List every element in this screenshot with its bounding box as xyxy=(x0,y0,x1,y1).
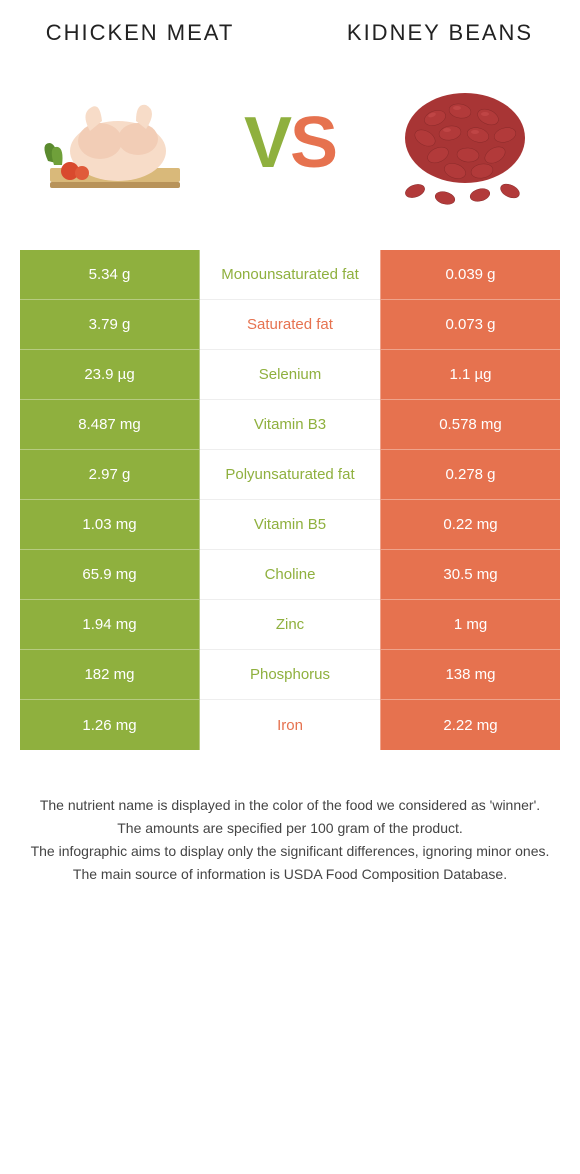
right-value-cell: 138 mg xyxy=(380,650,560,700)
kidney-beans-image xyxy=(380,73,550,213)
right-value-cell: 2.22 mg xyxy=(380,700,560,750)
nutrient-label-cell: Zinc xyxy=(200,600,380,650)
right-value-cell: 0.073 g xyxy=(380,300,560,350)
right-value-cell: 0.278 g xyxy=(380,450,560,500)
right-value-cell: 1.1 µg xyxy=(380,350,560,400)
left-value-cell: 3.79 g xyxy=(20,300,200,350)
nutrient-row: 65.9 mgCholine30.5 mg xyxy=(20,550,560,600)
left-value-cell: 1.26 mg xyxy=(20,700,200,750)
nutrient-row: 3.79 gSaturated fat0.073 g xyxy=(20,300,560,350)
left-value-cell: 1.94 mg xyxy=(20,600,200,650)
nutrient-row: 1.26 mgIron2.22 mg xyxy=(20,700,560,750)
nutrient-label-cell: Saturated fat xyxy=(200,300,380,350)
nutrient-label-cell: Polyunsaturated fat xyxy=(200,450,380,500)
infographic-container: CHICKEN MEAT KIDNEY BEANS VS xyxy=(0,0,580,1174)
nutrient-label-cell: Phosphorus xyxy=(200,650,380,700)
vs-v-letter: V xyxy=(244,107,290,179)
header: CHICKEN MEAT KIDNEY BEANS xyxy=(0,0,580,50)
nutrient-table: 5.34 gMonounsaturated fat0.039 g3.79 gSa… xyxy=(20,250,560,750)
right-value-cell: 0.039 g xyxy=(380,250,560,300)
footer-line: The infographic aims to display only the… xyxy=(30,841,550,862)
footer-line: The nutrient name is displayed in the co… xyxy=(30,795,550,816)
nutrient-row: 8.487 mgVitamin B30.578 mg xyxy=(20,400,560,450)
footer-line: The main source of information is USDA F… xyxy=(30,864,550,885)
nutrient-row: 182 mgPhosphorus138 mg xyxy=(20,650,560,700)
vs-s-letter: S xyxy=(290,107,336,179)
nutrient-row: 5.34 gMonounsaturated fat0.039 g xyxy=(20,250,560,300)
nutrient-row: 2.97 gPolyunsaturated fat0.278 g xyxy=(20,450,560,500)
left-value-cell: 182 mg xyxy=(20,650,200,700)
left-food-title: CHICKEN MEAT xyxy=(40,20,240,45)
right-food-title: KIDNEY BEANS xyxy=(340,20,540,45)
nutrient-row: 1.94 mgZinc1 mg xyxy=(20,600,560,650)
footer-line: The amounts are specified per 100 gram o… xyxy=(30,818,550,839)
nutrient-label-cell: Selenium xyxy=(200,350,380,400)
nutrient-label-cell: Vitamin B3 xyxy=(200,400,380,450)
images-row: VS xyxy=(0,50,580,250)
right-value-cell: 0.22 mg xyxy=(380,500,560,550)
nutrient-row: 23.9 µgSelenium1.1 µg xyxy=(20,350,560,400)
left-value-cell: 1.03 mg xyxy=(20,500,200,550)
chicken-meat-image xyxy=(30,73,200,213)
nutrient-label-cell: Vitamin B5 xyxy=(200,500,380,550)
nutrient-label-cell: Iron xyxy=(200,700,380,750)
right-value-cell: 30.5 mg xyxy=(380,550,560,600)
nutrient-row: 1.03 mgVitamin B50.22 mg xyxy=(20,500,560,550)
nutrient-label-cell: Monounsaturated fat xyxy=(200,250,380,300)
left-value-cell: 65.9 mg xyxy=(20,550,200,600)
left-value-cell: 2.97 g xyxy=(20,450,200,500)
right-value-cell: 0.578 mg xyxy=(380,400,560,450)
footer-notes: The nutrient name is displayed in the co… xyxy=(0,750,580,887)
vs-label: VS xyxy=(244,107,336,179)
left-value-cell: 23.9 µg xyxy=(20,350,200,400)
right-value-cell: 1 mg xyxy=(380,600,560,650)
nutrient-label-cell: Choline xyxy=(200,550,380,600)
left-value-cell: 8.487 mg xyxy=(20,400,200,450)
left-value-cell: 5.34 g xyxy=(20,250,200,300)
